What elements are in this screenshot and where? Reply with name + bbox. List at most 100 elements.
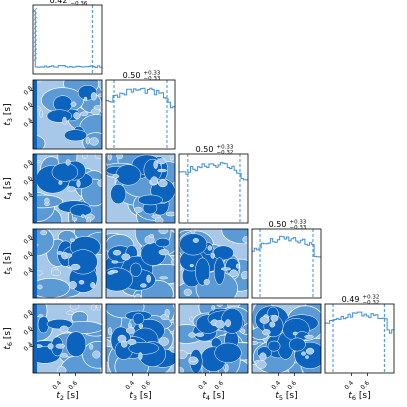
- x-tick-label: 0.6: [286, 379, 298, 391]
- contour-hole: [179, 264, 182, 271]
- x-tick-label: 0.6: [140, 379, 152, 391]
- contour-hole: [90, 92, 97, 101]
- marginal-title-plus: +0.33: [144, 71, 161, 77]
- spike-hatch: [33, 48, 38, 52]
- contour-hole: [164, 308, 170, 317]
- y-tick-label: 0.8: [23, 159, 35, 171]
- y-tick-label: 0.6: [23, 101, 35, 113]
- contour-level-inner: [64, 129, 87, 142]
- dense-edge-strip: [33, 229, 37, 298]
- contour-hole: [158, 229, 169, 235]
- contour-hole: [207, 245, 213, 251]
- y-tick-label: 0.4: [23, 191, 35, 203]
- contour-hole: [72, 217, 78, 222]
- contour-hole: [304, 334, 314, 339]
- contour-hole: [51, 269, 61, 277]
- contour-hole: [188, 356, 198, 362]
- contour-hole: [127, 338, 137, 345]
- contour-panel-t_4-t_5: [179, 229, 248, 298]
- contour-hole: [236, 263, 240, 269]
- contour-hole: [37, 284, 43, 290]
- panel-frame: [178, 303, 249, 374]
- contour-hole: [169, 330, 175, 335]
- contour-hole: [96, 304, 101, 311]
- contour-hole: [203, 278, 210, 286]
- x-axis-label-t_6: t6 [s]: [348, 391, 370, 402]
- contour-hole: [65, 159, 71, 166]
- contour-hole: [36, 159, 41, 163]
- contour-hole: [92, 350, 101, 359]
- x-tick-label: 0.4: [124, 379, 136, 391]
- contour-hole: [195, 332, 205, 337]
- marginal-title-plus: +0.32: [363, 295, 380, 301]
- spike-hatch: [33, 7, 38, 12]
- panel-frame: [105, 79, 176, 150]
- contour-hole: [112, 174, 120, 179]
- contour-hole: [242, 236, 248, 243]
- marginal-title-median: 0.42: [50, 0, 68, 5]
- contour-hole: [183, 288, 192, 296]
- contour-panel-t_4-t_6: [179, 304, 248, 373]
- contour-hole: [69, 304, 80, 310]
- histogram-line: [106, 87, 175, 109]
- contour-hole: [90, 304, 97, 311]
- y-tick-label: 0.4: [23, 117, 35, 129]
- spike-hatch: [33, 16, 38, 21]
- contour-panel-t_2-t_3: [33, 80, 102, 149]
- marginal-title-median: 0.50: [196, 145, 214, 154]
- contour-level-inner: [132, 312, 145, 325]
- contour-hole: [224, 363, 229, 372]
- contour-hole: [112, 250, 122, 256]
- contour-hole: [153, 160, 158, 169]
- contour-hole: [158, 179, 168, 188]
- contour-level-inner: [267, 340, 281, 352]
- contour-hole: [252, 340, 259, 345]
- spike-hatch: [33, 34, 38, 39]
- contour-hole: [97, 179, 102, 187]
- contour-level-inner: [46, 109, 72, 123]
- contour-level-inner: [69, 204, 92, 217]
- marginal-title-minus: −0.36: [71, 1, 88, 7]
- histogram-line: [179, 162, 248, 181]
- marginal-title-minus: −0.33: [144, 76, 161, 82]
- contour-hole: [73, 112, 81, 120]
- contour-hole: [94, 154, 102, 159]
- panel-frame: [32, 153, 103, 224]
- contour-level-inner: [138, 194, 163, 206]
- contour-hole: [111, 260, 119, 264]
- contour-hole: [138, 323, 144, 329]
- y-tick-label: 0.8: [23, 309, 35, 321]
- contour-hole: [78, 280, 85, 285]
- marginal-title-median: 0.49: [342, 295, 360, 304]
- marginal-title-plus: +0.33: [217, 145, 234, 151]
- contour-hole: [121, 253, 131, 261]
- contour-hole: [190, 229, 196, 235]
- spike-hatch: [33, 43, 38, 48]
- contour-hole: [86, 217, 92, 223]
- contour-level-inner: [46, 318, 73, 330]
- y-tick-label: 0.6: [23, 175, 35, 187]
- spike-hatch: [33, 12, 38, 16]
- panel-frame: [105, 228, 176, 299]
- contour-hole: [301, 351, 306, 356]
- contour-hole: [133, 206, 143, 213]
- panel-frame: [324, 303, 395, 374]
- contour-hole: [70, 101, 77, 107]
- contour-level-mid: [221, 229, 248, 245]
- contour-level-inner: [115, 164, 141, 186]
- contour-hole: [55, 343, 65, 349]
- spike-hatch: [33, 30, 38, 34]
- spike-hatch: [33, 39, 38, 43]
- x-axis-label-t_2: t2 [s]: [56, 391, 78, 402]
- dense-edge-strip: [33, 304, 37, 373]
- x-axis-label-t_4: t4 [s]: [202, 391, 224, 402]
- contour-panel-t_3-t_4: [106, 154, 175, 223]
- contour-hole: [38, 314, 44, 318]
- contour-hole: [159, 276, 169, 280]
- contour-hole: [107, 326, 112, 336]
- contour-level-inner: [110, 183, 127, 205]
- contour-hole: [90, 281, 96, 289]
- contour-hole: [225, 319, 232, 328]
- contour-hole: [158, 249, 170, 256]
